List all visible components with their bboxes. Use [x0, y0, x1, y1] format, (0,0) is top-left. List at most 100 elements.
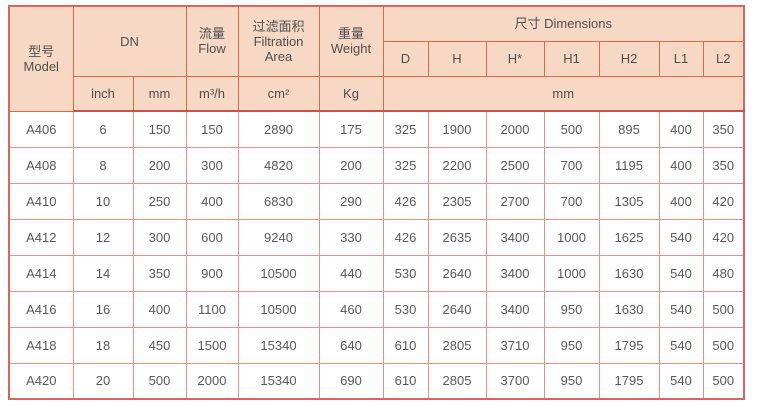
value-cell: 700: [543, 146, 600, 184]
value-cell: 3400: [485, 290, 545, 328]
table-row: A418 18 450 1500 15340 640 610 2805 3710 950 1795 5…: [8, 326, 745, 364]
unit-flow: m³/h: [185, 75, 239, 112]
value-cell: 540: [658, 362, 704, 400]
header-dim-d: D: [382, 40, 429, 77]
value-cell: 420: [702, 218, 745, 256]
value-cell: 500: [702, 326, 745, 364]
value-cell: 1625: [598, 218, 660, 256]
header-filtration-zh: 过滤面积: [252, 18, 305, 34]
header-row-dimension-letters: D H H* H1 H2 L1 L2: [9, 40, 745, 77]
header-row-main: 型号 Model DN 流量 Flow 过滤面积 Filtration Area…: [8, 5, 745, 112]
value-cell: 1000: [543, 218, 600, 256]
value-cell: 2890: [237, 110, 320, 148]
value-cell: 1500: [185, 326, 239, 364]
value-cell: 2000: [185, 362, 239, 400]
value-cell: 540: [658, 290, 704, 328]
header-dn: DN: [72, 5, 187, 77]
header-filtration-area: 过滤面积 Filtration Area: [237, 5, 320, 77]
header-model: 型号 Model: [8, 5, 74, 112]
value-cell: 950: [543, 362, 600, 400]
table-row: A416 16 400 1100 10500 460 530 2640 3400 950 1630 5…: [8, 290, 745, 328]
value-cell: 610: [382, 362, 429, 400]
value-cell: 10500: [237, 290, 320, 328]
value-cell: 950: [543, 326, 600, 364]
value-cell: 1100: [185, 290, 239, 328]
value-cell: 350: [702, 146, 745, 184]
value-cell: 2200: [427, 146, 487, 184]
value-cell: 250: [132, 182, 187, 220]
value-cell: 1195: [598, 146, 660, 184]
header-dim-h2: H2: [598, 40, 660, 77]
value-cell: 150: [185, 110, 239, 148]
value-cell: 426: [382, 182, 429, 220]
value-cell: 2700: [485, 182, 545, 220]
value-cell: 12: [72, 218, 134, 256]
unit-dimensions-mm: mm: [382, 75, 745, 112]
table-row: A408 8 200 300 4820 200 325 2200 2500 700 1195 400 3…: [8, 146, 745, 184]
spec-table: 型号 Model DN 流量 Flow 过滤面积 Filtration Area…: [8, 5, 745, 400]
value-cell: 500: [702, 290, 745, 328]
header-dim-h: H: [427, 40, 487, 77]
value-cell: 400: [658, 146, 704, 184]
value-cell: 8: [72, 146, 134, 184]
value-cell: 3710: [485, 326, 545, 364]
value-cell: 350: [132, 254, 187, 292]
table-row: A412 12 300 600 9240 330 426 2635 3400 1000 1625 54…: [8, 218, 745, 256]
model-cell: A406: [8, 110, 74, 148]
value-cell: 200: [318, 146, 384, 184]
value-cell: 16: [72, 290, 134, 328]
value-cell: 300: [132, 218, 187, 256]
value-cell: 2640: [427, 254, 487, 292]
value-cell: 2805: [427, 326, 487, 364]
model-cell: A408: [8, 146, 74, 184]
value-cell: 1795: [598, 362, 660, 400]
value-cell: 15340: [237, 326, 320, 364]
value-cell: 400: [658, 110, 704, 148]
value-cell: 350: [702, 110, 745, 148]
value-cell: 480: [702, 254, 745, 292]
value-cell: 1795: [598, 326, 660, 364]
unit-weight: Kg: [318, 75, 384, 112]
value-cell: 10500: [237, 254, 320, 292]
header-dim-h1: H1: [543, 40, 600, 77]
value-cell: 1900: [427, 110, 487, 148]
value-cell: 3700: [485, 362, 545, 400]
value-cell: 2805: [427, 362, 487, 400]
value-cell: 900: [185, 254, 239, 292]
value-cell: 950: [543, 290, 600, 328]
value-cell: 330: [318, 218, 384, 256]
value-cell: 9240: [237, 218, 320, 256]
value-cell: 440: [318, 254, 384, 292]
value-cell: 325: [382, 110, 429, 148]
header-filtration-en1: Filtration: [253, 33, 304, 49]
value-cell: 3400: [485, 218, 545, 256]
header-dim-l2: L2: [702, 40, 745, 77]
value-cell: 2000: [485, 110, 545, 148]
header-flow-zh: 流量: [198, 26, 225, 42]
model-cell: A410: [8, 182, 74, 220]
value-cell: 1305: [598, 182, 660, 220]
value-cell: 540: [658, 254, 704, 292]
table-body: A406 6 150 150 2890 175 325 1900 2000 500 895 400 35…: [8, 110, 745, 400]
value-cell: 700: [543, 182, 600, 220]
value-cell: 540: [658, 326, 704, 364]
value-cell: 530: [382, 254, 429, 292]
value-cell: 18: [72, 326, 134, 364]
model-cell: A420: [8, 362, 74, 400]
table-row: A406 6 150 150 2890 175 325 1900 2000 500 895 400 35…: [8, 110, 745, 148]
header-weight-en: Weight: [330, 41, 372, 57]
value-cell: 540: [658, 218, 704, 256]
value-cell: 14: [72, 254, 134, 292]
value-cell: 15340: [237, 362, 320, 400]
header-dim-hstar: H*: [485, 40, 545, 77]
table-row: A414 14 350 900 10500 440 530 2640 3400 1000 1630 5…: [8, 254, 745, 292]
header-weight: 重量 Weight: [318, 5, 384, 77]
value-cell: 530: [382, 290, 429, 328]
value-cell: 426: [382, 218, 429, 256]
value-cell: 6: [72, 110, 134, 148]
model-cell: A418: [8, 326, 74, 364]
model-cell: A412: [8, 218, 74, 256]
table-header: 型号 Model DN 流量 Flow 过滤面积 Filtration Area…: [8, 5, 745, 112]
header-model-en: Model: [23, 58, 59, 74]
